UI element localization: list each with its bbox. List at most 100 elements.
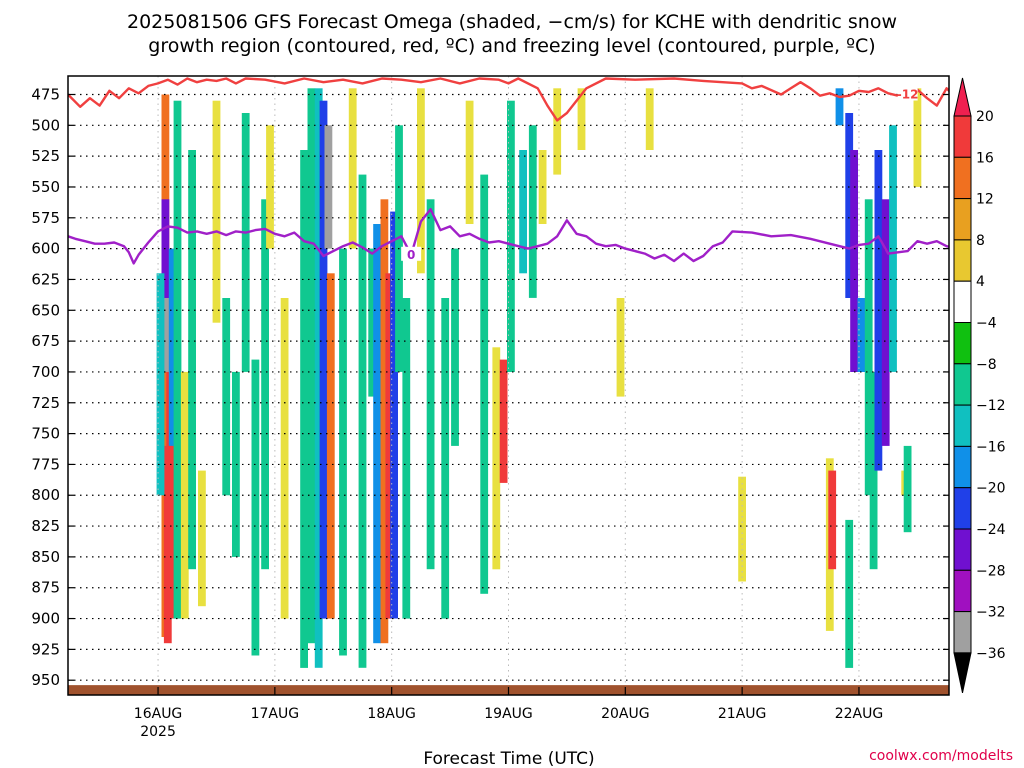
omega-cell: [492, 347, 501, 570]
colorbar-label: −16: [976, 439, 1006, 455]
omega-cell: [348, 88, 357, 249]
colorbar-segment: [953, 569, 972, 613]
y-tick-label: 550: [31, 178, 60, 196]
omega-cell: [266, 125, 274, 249]
y-tick-label: 650: [31, 301, 60, 319]
y-tick-label: 700: [31, 363, 60, 381]
omega-cell: [373, 224, 381, 644]
omega-cell: [180, 371, 189, 619]
omega-cell: [358, 174, 367, 668]
contour-label: 0: [407, 248, 415, 262]
colorbar-segment: [953, 487, 972, 530]
y-tick-label: 775: [31, 455, 60, 473]
colorbar-label: −28: [976, 563, 1006, 579]
omega-cell: [857, 298, 866, 372]
omega-cell: [324, 125, 333, 249]
omega-cell: [168, 248, 177, 446]
omega-cell: [222, 298, 231, 496]
omega-cell: [577, 88, 586, 150]
x-tick-label: 22AUG: [835, 706, 884, 722]
colorbar-segment: [953, 239, 972, 282]
colorbar-segment: [953, 156, 972, 200]
colorbar-label: 4: [976, 274, 985, 290]
omega-cell: [198, 470, 206, 607]
colorbar-segment: [953, 445, 972, 489]
contour-layer: -12 0: [68, 77, 949, 265]
omega-cell: [869, 371, 878, 570]
omega-cell: [251, 359, 260, 656]
omega-cell: [241, 113, 250, 372]
colorbar-segment: [953, 115, 972, 158]
credit-link[interactable]: coolwx.com/modelts: [869, 748, 1013, 764]
omega-cell: [326, 273, 335, 619]
omega-cell: [616, 298, 625, 397]
contour-label: -12: [897, 87, 919, 101]
omega-cell: [402, 298, 411, 619]
omega-cell: [368, 248, 377, 397]
omega-cell: [163, 445, 172, 644]
y-tick-label: 600: [31, 240, 60, 258]
omega-cell: [480, 174, 489, 594]
y-tick-label: 475: [31, 85, 60, 103]
chart-title-line1: 2025081506 GFS Forecast Omega (shaded, −…: [127, 11, 897, 33]
colorbar: 20 16 12 8 4 −4 −8 −12 −16 −20 −24 −28 −32 −36: [953, 77, 1006, 694]
omega-cell: [426, 199, 435, 570]
contour-line-0: [68, 207, 949, 265]
omega-cell: [881, 199, 890, 446]
omega-cell: [519, 150, 527, 274]
omega-cell: [300, 150, 308, 668]
colorbar-segment: [953, 528, 972, 571]
y-tick-label: 525: [31, 147, 60, 165]
omega-cell: [314, 88, 323, 668]
y-tick-label: 675: [31, 332, 60, 350]
x-axis: 16AUG 2025 17AUG 18AUG 19AUG 20AUG 21AUG 22AUG: [134, 687, 883, 740]
omega-cell: [864, 199, 873, 496]
omega-cell: [835, 88, 844, 126]
omega-cell: [528, 125, 537, 298]
omega-cell: [380, 199, 389, 644]
y-tick-label: 750: [31, 425, 60, 443]
colorbar-segment: [953, 280, 972, 324]
omega-cell: [845, 519, 854, 668]
x-tick-label: 20AUG: [601, 706, 650, 722]
colorbar-segment: [953, 198, 972, 241]
omega-cell: [339, 248, 347, 656]
omega-cell: [828, 470, 837, 570]
omega-cell: [889, 125, 897, 372]
colorbar-label: 20: [976, 109, 994, 125]
omega-cell: [903, 445, 912, 533]
x-tick-label: 16AUG: [134, 706, 183, 722]
omega-cell: [451, 248, 459, 446]
colorbar-segment: [953, 363, 972, 406]
colorbar-bottom-triangle: [953, 652, 972, 694]
chart-title-line2: growth region (contoured, red, ºC) and f…: [148, 35, 875, 57]
omega-cell: [385, 273, 394, 619]
omega-cell: [261, 199, 269, 570]
omega-cell: [507, 100, 515, 372]
colorbar-label: 12: [976, 192, 994, 208]
x-tick-label: 21AUG: [718, 706, 767, 722]
y-axis: 475 500 525 550 575 600 625 650 675 700 725 750 775 8…: [31, 85, 949, 689]
colorbar-label: −8: [976, 357, 997, 373]
colorbar-label: −12: [976, 398, 1006, 414]
omega-cell: [156, 273, 165, 496]
colorbar-label: 16: [976, 150, 994, 166]
y-tick-label: 625: [31, 270, 60, 288]
colorbar-label: −4: [976, 316, 997, 332]
y-tick-label: 950: [31, 671, 60, 689]
omega-cell: [161, 199, 170, 372]
colorbar-label: −20: [976, 481, 1006, 497]
y-tick-label: 875: [31, 579, 60, 597]
omega-cell: [645, 88, 654, 150]
colorbar-label: 8: [976, 233, 985, 249]
y-tick-label: 500: [31, 116, 60, 134]
x-tick-sublabel: 2025: [140, 724, 176, 740]
colorbar-segment: [953, 404, 972, 447]
x-tick-label: 18AUG: [367, 706, 416, 722]
omega-cell: [417, 88, 425, 274]
y-tick-label: 575: [31, 209, 60, 227]
colorbar-label: −24: [976, 522, 1006, 538]
colorbar-segment: [953, 611, 972, 654]
contour-label-bg: [401, 246, 422, 261]
